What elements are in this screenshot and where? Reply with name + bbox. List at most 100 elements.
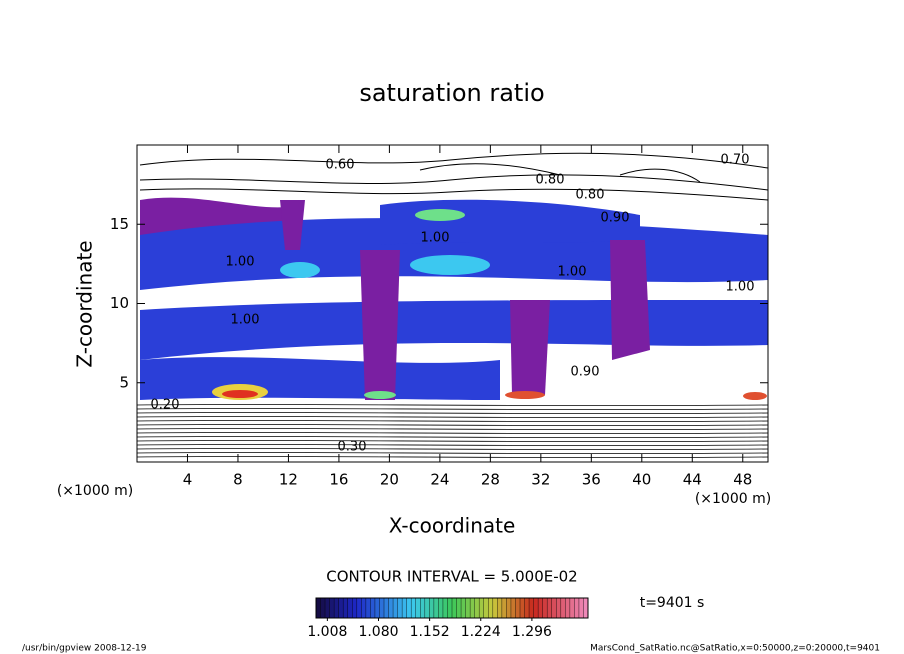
colorbar-cell (542, 598, 548, 618)
colorbar-cell (379, 598, 385, 618)
colorbar-cell (356, 598, 362, 618)
y-tick-label: 10 (110, 294, 129, 312)
x-tick-label: 32 (531, 471, 550, 489)
contour-label: 1.00 (726, 280, 755, 295)
x-axis-label: X-coordinate (389, 514, 516, 538)
contour-line (136, 448, 769, 450)
contour-line (136, 416, 769, 418)
colorbar-cell (556, 598, 562, 618)
region (360, 250, 400, 400)
colorbar-cell (551, 598, 557, 618)
footer-right: MarsCond_SatRatio.nc@SatRatio,x=0:50000,… (590, 644, 880, 654)
colorbar-cell (370, 598, 376, 618)
region (610, 240, 650, 360)
colorbar-cell (347, 598, 353, 618)
colorbar-tick-label: 1.224 (461, 624, 501, 640)
colorbar-cell (470, 598, 475, 618)
colorbar-cell (538, 598, 543, 618)
colorbar-cell (456, 598, 462, 618)
colorbar-cell (384, 598, 389, 618)
colorbar-cell (474, 598, 480, 618)
colorbar-cell (533, 598, 539, 618)
region (280, 200, 305, 250)
region (415, 209, 465, 221)
contour-label: 0.80 (576, 188, 605, 203)
colorbar-cell (452, 598, 457, 618)
contour-line (136, 428, 769, 430)
x-tick-label: 44 (683, 471, 702, 489)
contour-label: 1.00 (231, 313, 260, 328)
colorbar-cell (524, 598, 530, 618)
colorbar-frame (315, 597, 589, 619)
colorbar: 1.008 1.080 1.152 1.224 1.296 (307, 597, 589, 640)
contour-label: 0.90 (571, 365, 600, 380)
contour-label: 0.30 (338, 440, 367, 455)
colorbar-cell (492, 598, 498, 618)
y-tick-label: 15 (110, 215, 129, 233)
colorbar-tick-label: 1.080 (358, 624, 398, 640)
contour-label: 0.80 (536, 173, 565, 188)
region (140, 300, 768, 360)
contour-label: 1.00 (226, 255, 255, 270)
colorbar-cell (488, 598, 494, 618)
contour-interval: CONTOUR INTERVAL = 5.000E-02 (326, 568, 577, 586)
colorbar-tick-label: 1.008 (307, 624, 347, 640)
colorbar-cell (352, 598, 358, 618)
chart-title: saturation ratio (359, 79, 544, 107)
region (410, 255, 490, 275)
contour-line (136, 412, 769, 414)
colorbar-cell (325, 598, 330, 618)
x-tick-label: 12 (279, 471, 298, 489)
x-tick-label: 48 (733, 471, 752, 489)
colorbar-cell (429, 598, 435, 618)
contour-label: 1.00 (421, 231, 450, 246)
colorbar-cell (506, 598, 512, 618)
colorbar-cell (334, 598, 339, 618)
colorbar-cell (438, 598, 444, 618)
contour-line (136, 456, 769, 458)
region (743, 392, 767, 400)
contour-line (136, 420, 769, 422)
contour-label: 0.60 (326, 158, 355, 173)
x-tick-label: 20 (380, 471, 399, 489)
colorbar-cell (329, 598, 335, 618)
colorbar-cell (424, 598, 430, 618)
colorbar-cell (560, 598, 566, 618)
field (139, 152, 769, 400)
colorbar-cell (479, 598, 485, 618)
region (222, 390, 258, 398)
contour-line (619, 168, 701, 183)
y-axis-label: Z-coordinate (73, 240, 97, 367)
x-tick-label: 40 (632, 471, 651, 489)
contour-line (136, 440, 769, 442)
colorbar-cell (461, 598, 466, 618)
colorbar-cell (343, 598, 349, 618)
contour-label: 0.20 (151, 398, 180, 413)
colorbar-cell (374, 598, 380, 618)
colorbar-cell (583, 598, 589, 618)
colorbar-cell (365, 598, 371, 618)
contour-line (136, 444, 769, 446)
contour-label: 1.00 (558, 265, 587, 280)
contour-label: 0.90 (601, 211, 630, 226)
contour-line (139, 174, 769, 191)
contour-lines (136, 404, 769, 458)
colorbar-cell (447, 598, 453, 618)
colorbar-cell (465, 598, 471, 618)
colorbar-cell (574, 598, 580, 618)
contour-line (139, 152, 769, 169)
contour-line (136, 452, 769, 454)
colorbar-cell (316, 598, 321, 618)
contour-line (419, 163, 561, 176)
colorbar-cell (578, 598, 584, 618)
x-tick-label: 36 (582, 471, 601, 489)
colorbar-cell (529, 598, 534, 618)
colorbar-cell (361, 598, 367, 618)
x-tick-label: 8 (233, 471, 243, 489)
x-tick-label: 24 (430, 471, 449, 489)
contour-line (139, 188, 769, 201)
contour-line (136, 424, 769, 426)
colorbar-cell (501, 598, 507, 618)
colorbar-cell (515, 598, 521, 618)
x-tick-label: 28 (481, 471, 500, 489)
